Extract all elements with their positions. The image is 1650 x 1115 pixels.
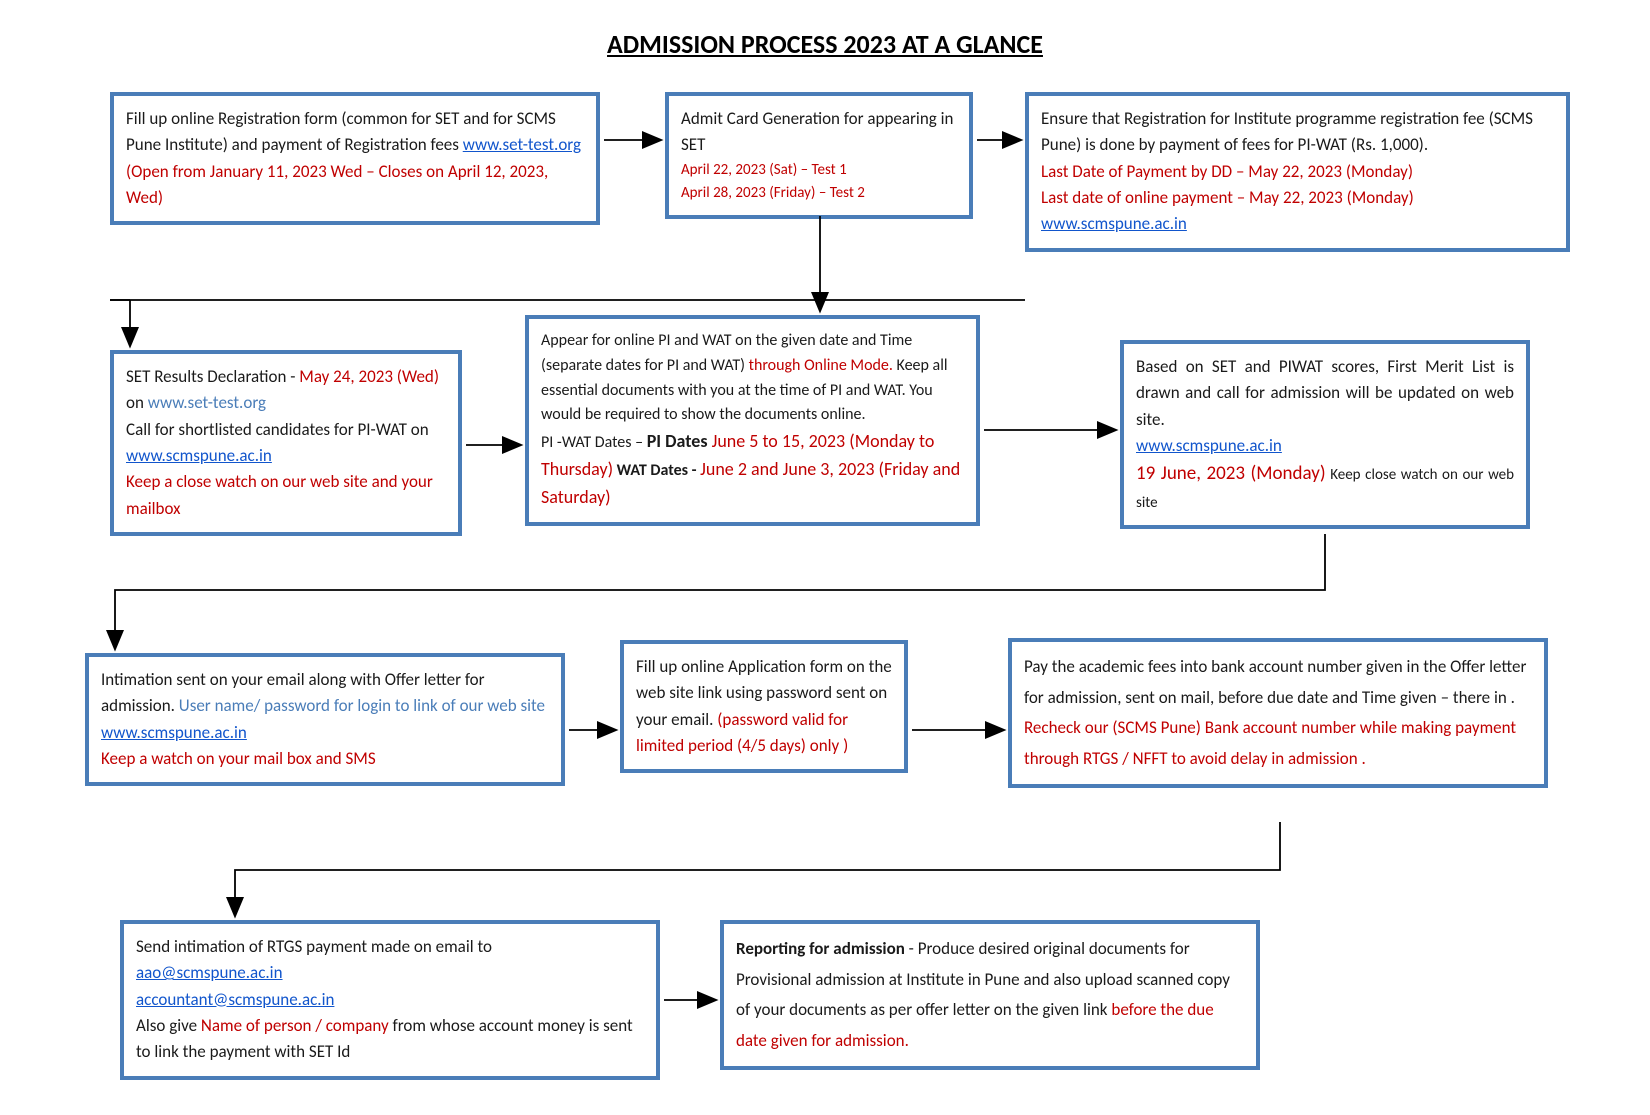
text: Admit Card Generation for appearing in S…: [681, 106, 957, 159]
link-scmspune[interactable]: www.scmspune.ac.in: [1136, 435, 1282, 456]
text: Send intimation of RTGS payment made on …: [136, 936, 492, 957]
text-watch: Keep a watch on your mail box and SMS: [101, 748, 376, 769]
step-merit-list: Based on SET and PIWAT scores, First Mer…: [1120, 340, 1530, 529]
text-dates: (Open from January 11, 2023 Wed – Closes…: [126, 161, 548, 208]
text-test2: April 28, 2023 (Friday) – Test 2: [681, 182, 957, 205]
text-pi-label: PI Dates: [647, 430, 712, 452]
link-email-aao[interactable]: aao@scmspune.ac.in: [136, 962, 283, 983]
link-scmspune[interactable]: www.scmspune.ac.in: [126, 445, 272, 466]
text-wat-label: WAT Dates -: [613, 461, 700, 480]
text-recheck: Recheck our (SCMS Pune) Bank account num…: [1024, 717, 1516, 769]
text: Ensure that Registration for Institute p…: [1041, 106, 1554, 159]
step-registration: Fill up online Registration form (common…: [110, 92, 600, 225]
page-title: ADMISSION PROCESS 2023 AT A GLANCE: [0, 0, 1650, 60]
text: Call for shortlisted candidates for PI-W…: [126, 419, 429, 440]
text-watch: Keep a close watch on our web site and y…: [126, 471, 433, 518]
text-test1: April 22, 2023 (Sat) – Test 1: [681, 159, 957, 182]
text-name: Name of person / company: [201, 1015, 389, 1036]
text: on: [126, 392, 148, 413]
text: Pay the academic fees into bank account …: [1024, 656, 1526, 708]
step-pay-fees: Pay the academic fees into bank account …: [1008, 638, 1548, 788]
link-scmspune[interactable]: www.scmspune.ac.in: [1041, 213, 1187, 234]
link-scmspune[interactable]: www.scmspune.ac.in: [101, 722, 247, 743]
step-admit-card: Admit Card Generation for appearing in S…: [665, 92, 973, 219]
text: Based on SET and PIWAT scores, First Mer…: [1136, 356, 1514, 430]
step-intimation: Intimation sent on your email along with…: [85, 653, 565, 786]
text-heading: Reporting for admission: [736, 938, 905, 959]
step-set-results: SET Results Declaration - May 24, 2023 (…: [110, 350, 462, 536]
text-online-date: Last date of online payment – May 22, 20…: [1041, 185, 1554, 211]
link-set-test[interactable]: www.set-test.org: [148, 392, 266, 413]
text-dd-date: Last Date of Payment by DD – May 22, 202…: [1041, 159, 1554, 185]
step-programme-fee: Ensure that Registration for Institute p…: [1025, 92, 1570, 252]
text-mode: through Online Mode.: [749, 356, 893, 375]
link-email-accountant[interactable]: accountant@scmspune.ac.in: [136, 989, 334, 1010]
text: PI -WAT Dates –: [541, 433, 647, 452]
step-pi-wat: Appear for online PI and WAT on the give…: [525, 315, 980, 526]
text-credentials: User name/ password for login to link of…: [179, 695, 545, 716]
text: Also give: [136, 1015, 201, 1036]
link-set-test[interactable]: www.set-test.org: [463, 134, 581, 155]
text-date: 19 June, 2023 (Monday): [1136, 462, 1326, 485]
step-application-form: Fill up online Application form on the w…: [620, 640, 908, 773]
step-reporting: Reporting for admission - Produce desire…: [720, 920, 1260, 1070]
step-rtgs-intimation: Send intimation of RTGS payment made on …: [120, 920, 660, 1080]
text-date: May 24, 2023 (Wed): [299, 366, 439, 387]
text: SET Results Declaration -: [126, 366, 299, 387]
